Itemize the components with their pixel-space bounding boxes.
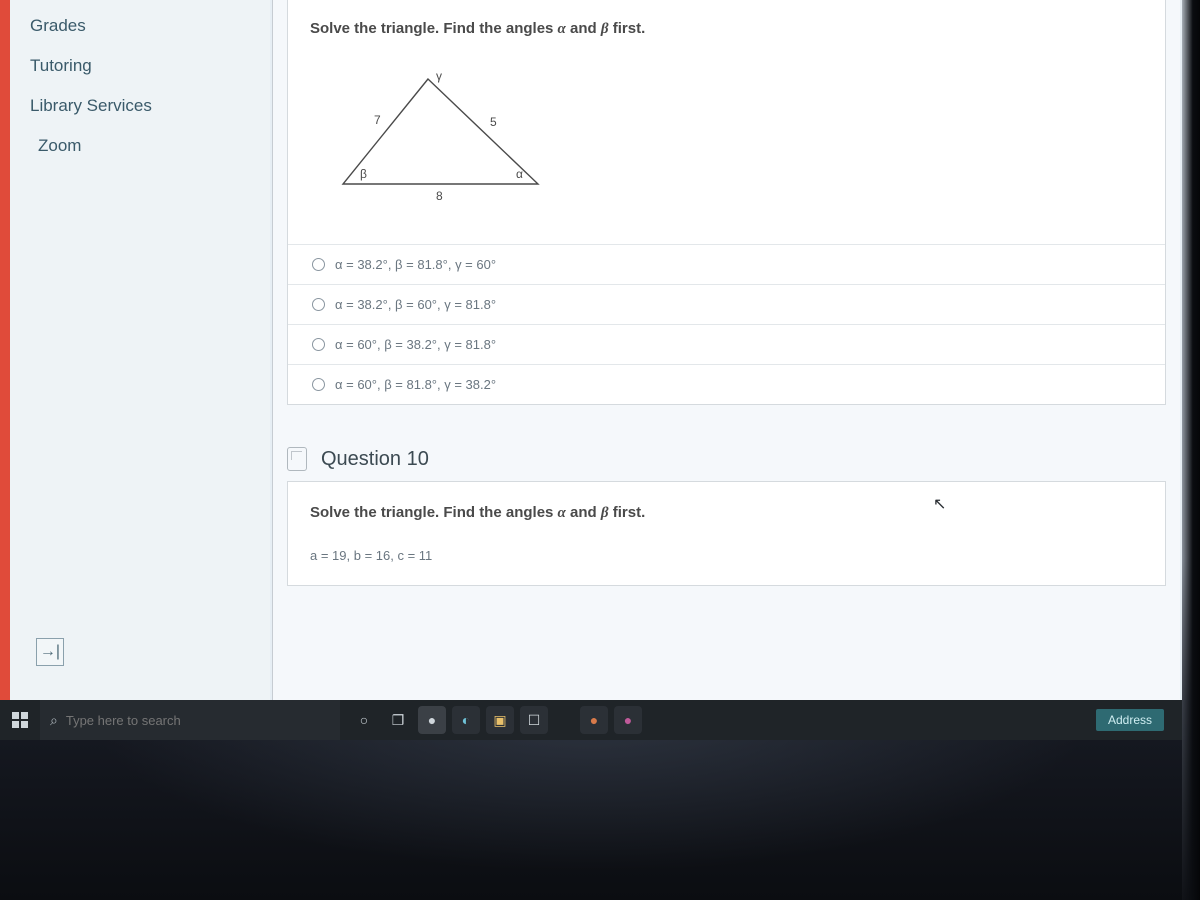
triangle-figure: γ 7 5 β α 8 [328, 64, 1143, 204]
taskbar-right: Address [1096, 700, 1182, 740]
alpha-symbol: α [558, 505, 566, 521]
address-button[interactable]: Address [1096, 709, 1164, 731]
sidebar-item-zoom[interactable]: Zoom [10, 126, 270, 166]
instr-and: and [566, 504, 601, 521]
option-b[interactable]: α = 38.2°, β = 60°, γ = 81.8° [288, 285, 1165, 325]
expand-sidebar-icon[interactable]: →| [36, 638, 64, 666]
instr-suffix: first. [609, 504, 646, 521]
side-5-label: 5 [490, 115, 497, 129]
desk-area [0, 740, 1182, 900]
store-icon[interactable]: ☐ [520, 706, 548, 734]
file-explorer-icon[interactable]: ▣ [486, 706, 514, 734]
sidebar-item-grades[interactable]: Grades [10, 6, 270, 46]
radio-icon [312, 378, 325, 391]
question-10-header: Question 10 [287, 427, 1166, 481]
question-10-given: a = 19, b = 16, c = 11 [310, 548, 1143, 563]
edge-icon[interactable]: ◐ [452, 706, 480, 734]
taskbar-icons: ○ ❐ ● ◐ ▣ ☐ ● ● [350, 706, 642, 734]
question-10-title: Question 10 [321, 448, 429, 471]
instr-text: Solve the triangle. Find the angles [310, 20, 558, 37]
option-d[interactable]: α = 60°, β = 81.8°, γ = 38.2° [288, 365, 1165, 404]
side-7-label: 7 [374, 113, 381, 127]
option-d-text: α = 60°, β = 81.8°, γ = 38.2° [335, 377, 496, 392]
bookmark-icon[interactable] [287, 447, 307, 471]
content-area: Solve the triangle. Find the angles α an… [272, 0, 1180, 700]
option-c[interactable]: α = 60°, β = 38.2°, γ = 81.8° [288, 325, 1165, 365]
question-card-9: Solve the triangle. Find the angles α an… [287, 0, 1166, 405]
app-b-icon[interactable]: ● [614, 706, 642, 734]
radio-icon [312, 338, 325, 351]
start-button[interactable] [0, 700, 40, 740]
search-input[interactable] [66, 713, 330, 728]
base-8-label: 8 [436, 189, 443, 203]
search-icon: ⌕ [50, 712, 58, 729]
instr-and: and [566, 20, 601, 37]
mouse-cursor-icon: ↖ [933, 494, 946, 514]
beta-symbol: β [601, 21, 609, 37]
cortana-icon[interactable]: ○ [350, 706, 378, 734]
accent-strip [0, 0, 10, 700]
task-view-icon[interactable]: ❐ [384, 706, 412, 734]
question-card-10: Solve the triangle. Find the angles α an… [287, 481, 1166, 586]
instr-suffix: first. [609, 20, 646, 37]
sidebar: Grades Tutoring Library Services Zoom →| [10, 0, 270, 700]
option-b-text: α = 38.2°, β = 60°, γ = 81.8° [335, 297, 496, 312]
question-9-instruction: Solve the triangle. Find the angles α an… [310, 20, 1143, 38]
alpha-symbol: α [558, 21, 566, 37]
spacer-icon [554, 706, 574, 734]
question-10-instruction: Solve the triangle. Find the angles α an… [310, 504, 1143, 522]
beta-angle-label: β [360, 167, 367, 181]
app-a-icon[interactable]: ● [580, 706, 608, 734]
chrome-icon[interactable]: ● [418, 706, 446, 734]
radio-icon [312, 298, 325, 311]
taskbar-search[interactable]: ⌕ [40, 700, 340, 740]
windows-icon [12, 712, 28, 728]
monitor-bezel [1182, 0, 1200, 900]
screen-area: Grades Tutoring Library Services Zoom →|… [0, 0, 1182, 740]
sidebar-item-library[interactable]: Library Services [10, 86, 270, 126]
radio-icon [312, 258, 325, 271]
sidebar-item-tutoring[interactable]: Tutoring [10, 46, 270, 86]
option-a-text: α = 38.2°, β = 81.8°, γ = 60° [335, 257, 496, 272]
option-a[interactable]: α = 38.2°, β = 81.8°, γ = 60° [288, 245, 1165, 285]
answer-options: α = 38.2°, β = 81.8°, γ = 60° α = 38.2°,… [288, 244, 1165, 404]
alpha-angle-label: α [516, 167, 523, 181]
beta-symbol: β [601, 505, 609, 521]
gamma-label: γ [436, 69, 442, 83]
instr-text: Solve the triangle. Find the angles [310, 504, 558, 521]
option-c-text: α = 60°, β = 38.2°, γ = 81.8° [335, 337, 496, 352]
taskbar: ⌕ ○ ❐ ● ◐ ▣ ☐ ● ● Address [0, 700, 1182, 740]
